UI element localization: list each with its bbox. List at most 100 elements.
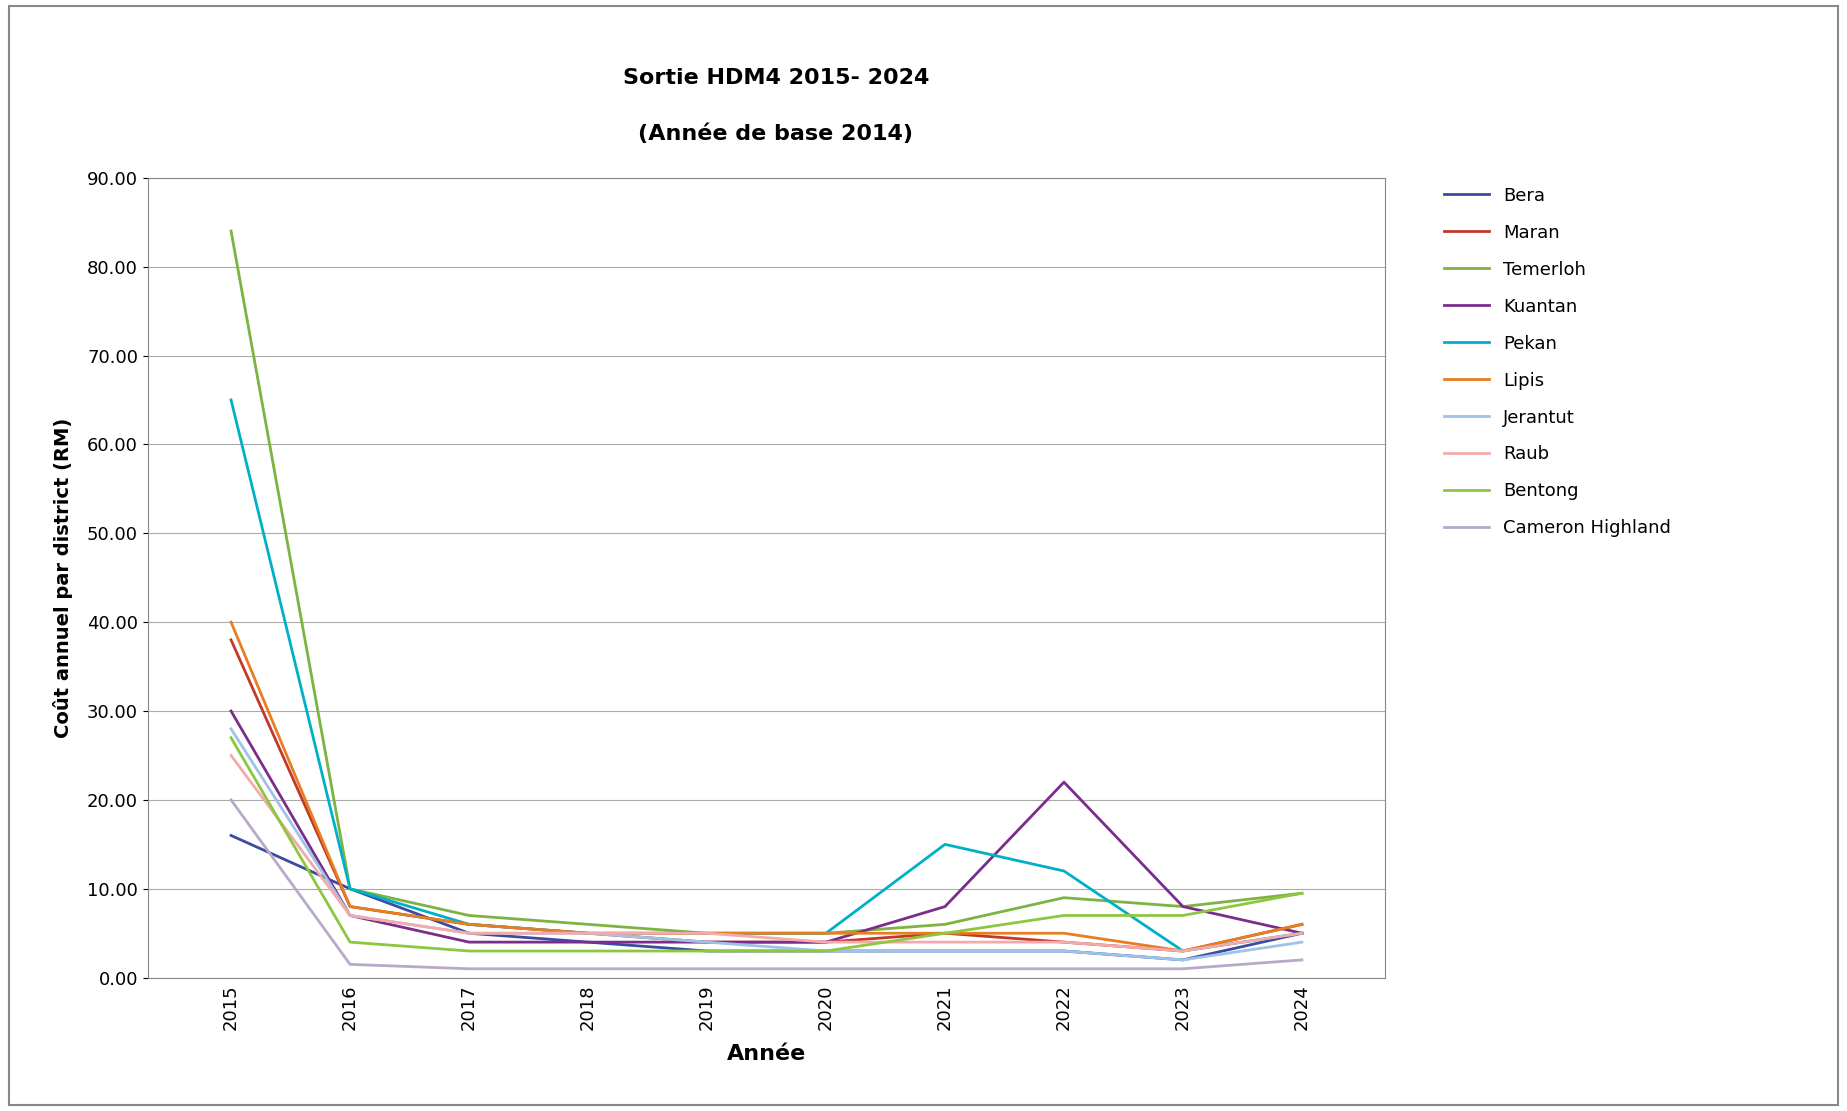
Lipis — [340, 900, 362, 913]
Temerloh — [458, 909, 480, 922]
Raub — [340, 909, 362, 922]
Cameron Highland — [815, 962, 837, 975]
Maran — [220, 633, 242, 647]
Jerantut — [220, 722, 242, 735]
Bera — [815, 944, 837, 958]
Y-axis label: Coût annuel par district (RM): Coût annuel par district (RM) — [54, 418, 74, 738]
Cameron Highland — [935, 962, 957, 975]
Cameron Highland — [1171, 962, 1193, 975]
Maran — [458, 918, 480, 931]
Cameron Highland — [1053, 962, 1075, 975]
Jerantut — [340, 909, 362, 922]
Pekan — [458, 918, 480, 931]
Bentong — [1053, 909, 1075, 922]
Pekan — [935, 838, 957, 851]
Temerloh — [576, 918, 598, 931]
Maran — [1291, 918, 1313, 931]
Kuantan — [815, 935, 837, 949]
Kuantan — [935, 900, 957, 913]
Line: Bentong: Bentong — [231, 738, 1302, 951]
Temerloh — [815, 927, 837, 940]
Temerloh — [1053, 891, 1075, 904]
Raub — [1291, 927, 1313, 940]
Jerantut — [1171, 953, 1193, 967]
Lipis — [220, 615, 242, 629]
Line: Lipis: Lipis — [231, 622, 1302, 951]
Line: Cameron Highland: Cameron Highland — [231, 800, 1302, 969]
Cameron Highland — [696, 962, 718, 975]
Bera — [458, 927, 480, 940]
Legend: Bera, Maran, Temerloh, Kuantan, Pekan, Lipis, Jerantut, Raub, Bentong, Cameron H: Bera, Maran, Temerloh, Kuantan, Pekan, L… — [1444, 187, 1672, 538]
Kuantan — [340, 909, 362, 922]
Bera — [1053, 944, 1075, 958]
Cameron Highland — [220, 793, 242, 807]
Maran — [1053, 935, 1075, 949]
Pekan — [1291, 927, 1313, 940]
Maran — [1171, 944, 1193, 958]
Temerloh — [220, 224, 242, 238]
Lipis — [1053, 927, 1075, 940]
Temerloh — [696, 927, 718, 940]
Kuantan — [220, 704, 242, 718]
Jerantut — [815, 944, 837, 958]
Jerantut — [935, 944, 957, 958]
Raub — [1171, 944, 1193, 958]
Kuantan — [576, 935, 598, 949]
Kuantan — [1053, 775, 1075, 789]
Jerantut — [1291, 935, 1313, 949]
Bera — [935, 944, 957, 958]
Pekan — [815, 927, 837, 940]
Bentong — [1291, 887, 1313, 900]
Line: Bera: Bera — [231, 835, 1302, 960]
Kuantan — [458, 935, 480, 949]
Line: Temerloh: Temerloh — [231, 231, 1302, 933]
Bentong — [815, 944, 837, 958]
Pekan — [696, 927, 718, 940]
Line: Pekan: Pekan — [231, 400, 1302, 951]
Jerantut — [696, 935, 718, 949]
Cameron Highland — [1291, 953, 1313, 967]
Lipis — [696, 927, 718, 940]
Raub — [1053, 935, 1075, 949]
Pekan — [340, 882, 362, 895]
Bentong — [696, 944, 718, 958]
X-axis label: Année: Année — [728, 1044, 805, 1064]
Maran — [340, 900, 362, 913]
Text: (Année de base 2014): (Année de base 2014) — [639, 123, 912, 143]
Bera — [1291, 927, 1313, 940]
Bera — [1171, 953, 1193, 967]
Jerantut — [576, 927, 598, 940]
Bera — [220, 829, 242, 842]
Bera — [340, 882, 362, 895]
Bentong — [1171, 909, 1193, 922]
Cameron Highland — [458, 962, 480, 975]
Line: Maran: Maran — [231, 640, 1302, 951]
Raub — [935, 935, 957, 949]
Jerantut — [458, 927, 480, 940]
Bentong — [576, 944, 598, 958]
Temerloh — [1171, 900, 1193, 913]
Lipis — [815, 927, 837, 940]
Pekan — [220, 393, 242, 407]
Kuantan — [1171, 900, 1193, 913]
Pekan — [1171, 944, 1193, 958]
Kuantan — [696, 935, 718, 949]
Temerloh — [340, 882, 362, 895]
Lipis — [1291, 918, 1313, 931]
Cameron Highland — [340, 958, 362, 971]
Raub — [815, 935, 837, 949]
Lipis — [1171, 944, 1193, 958]
Jerantut — [1053, 944, 1075, 958]
Temerloh — [935, 918, 957, 931]
Bentong — [220, 731, 242, 744]
Lipis — [576, 927, 598, 940]
Bentong — [340, 935, 362, 949]
Bentong — [458, 944, 480, 958]
Cameron Highland — [576, 962, 598, 975]
Pekan — [1053, 864, 1075, 878]
Raub — [696, 927, 718, 940]
Raub — [220, 749, 242, 762]
Pekan — [576, 927, 598, 940]
Bera — [696, 944, 718, 958]
Temerloh — [1291, 887, 1313, 900]
